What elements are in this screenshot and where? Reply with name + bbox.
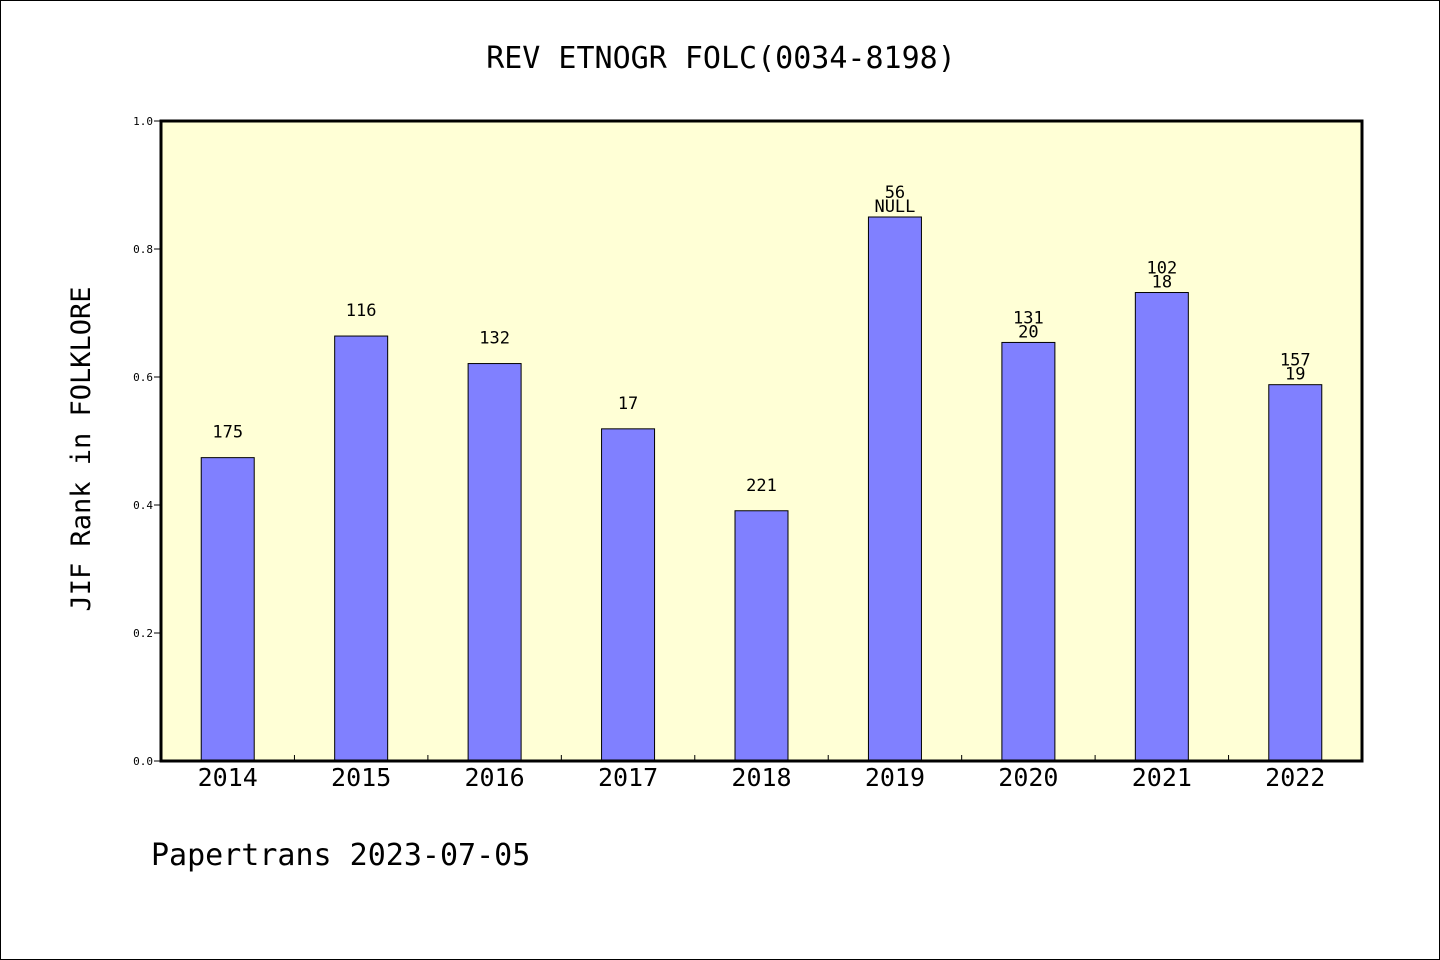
chart-labels: 0.0 0.2 0.4 0.6 0.8 1.0 2014 175 2015 116 2016 132 2…	[133, 115, 1325, 792]
x-tick-label: 2020	[998, 763, 1058, 792]
y-tick-label: 1.0	[133, 115, 153, 128]
bar-rank-label: 131	[1013, 308, 1044, 328]
x-tick-label: 2015	[331, 763, 391, 792]
bar-rank-label: 132	[479, 329, 510, 349]
bar-2022	[1268, 384, 1323, 762]
x-tick-label: 2019	[865, 763, 925, 792]
bars	[200, 216, 1323, 762]
y-tick-label: 0.8	[133, 243, 153, 256]
bar-2016	[467, 363, 522, 762]
bar-sublabel: NULL	[874, 197, 915, 217]
bar-2017	[601, 428, 656, 762]
chart-title: REV ETNOGR FOLC(0034-8198)	[486, 41, 956, 76]
bar-2018	[734, 510, 789, 762]
y-tick-label: 0.2	[133, 627, 153, 640]
bar-sublabel: 20	[1018, 322, 1038, 342]
bar-rank-label: 116	[346, 301, 377, 321]
bar-rank-label: 221	[746, 476, 777, 496]
x-tick-label: 2018	[731, 763, 791, 792]
x-tick-label: 2022	[1265, 763, 1325, 792]
bar-2020	[1001, 341, 1056, 762]
plot-frame	[159, 119, 1364, 763]
x-tick-label: 2017	[598, 763, 658, 792]
y-tick-label: 0.4	[133, 499, 153, 512]
bar-rank-label: 102	[1146, 259, 1177, 279]
bar-2019	[867, 216, 922, 762]
bar-2021	[1134, 292, 1189, 762]
bar-sublabel: 19	[1285, 365, 1305, 385]
x-tick-label: 2021	[1132, 763, 1192, 792]
y-tick-label: 0.0	[133, 755, 153, 768]
bar-rank-label: 157	[1280, 351, 1311, 371]
bar-2015	[334, 335, 389, 762]
x-tick-label: 2016	[465, 763, 525, 792]
bar-rank-label: 56	[885, 183, 905, 203]
y-axis-label: JIF Rank in FOLKLORE	[66, 286, 97, 611]
footer-text: Papertrans 2023-07-05	[151, 838, 530, 873]
bar-sublabel: 18	[1152, 273, 1172, 293]
y-tick-label: 0.6	[133, 371, 153, 384]
x-tick-label: 2014	[198, 763, 258, 792]
bar-rank-label: 17	[618, 394, 638, 414]
bar-rank-label: 175	[212, 423, 243, 443]
bar-2014	[200, 457, 255, 762]
